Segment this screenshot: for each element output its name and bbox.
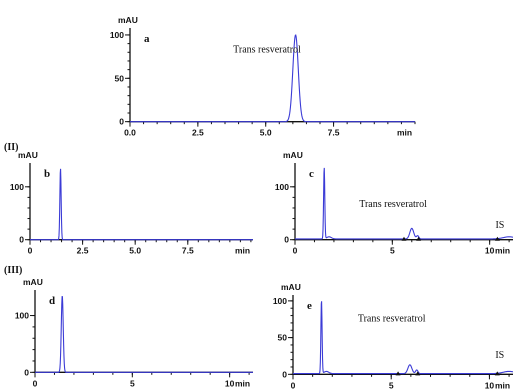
integration-marker: [494, 236, 500, 241]
x-tick-label: 2.5: [77, 246, 89, 256]
integration-marker: [494, 371, 500, 376]
chromatogram-trace: [30, 168, 253, 241]
y-unit-label: mAU: [283, 150, 303, 160]
y-tick-label: 100: [110, 30, 124, 40]
x-tick-label: 7.5: [182, 246, 194, 256]
y-tick-label: 0: [119, 117, 124, 127]
y-unit-label: mAU: [18, 150, 38, 160]
y-unit-label: mAU: [281, 282, 301, 292]
y-unit-label: mAU: [23, 277, 43, 287]
section-label-II: (II): [4, 142, 18, 153]
section-label-III: (III): [4, 265, 22, 276]
y-tick-label: 100: [15, 311, 29, 321]
panel-c: 0 100 0 5 10 mAU min c Trans resveratrol IS: [275, 150, 513, 256]
peak-annotation: IS: [495, 350, 504, 361]
x-tick-label: 5: [130, 378, 135, 388]
x-tick-label: 10: [485, 380, 495, 390]
x-tick-label: 0: [291, 380, 296, 390]
y-tick-label: 50: [115, 73, 125, 83]
x-tick-label: 5.0: [260, 128, 272, 138]
x-tick-label: 7.5: [328, 128, 340, 138]
integration-marker: [415, 371, 421, 376]
y-tick-label: 100: [10, 182, 24, 192]
y-tick-label: 50: [278, 333, 288, 343]
panel-b: 0 100 0 2.5 5.0 7.5 mAU min b: [10, 150, 253, 256]
panel-e: 0 50 100 0 5 10 mAU min e Trans resveratrol IS: [273, 282, 513, 390]
x-tick-label: 0: [28, 246, 33, 256]
x-tick-label: 10: [225, 378, 235, 388]
x-tick-label: 0.0: [124, 128, 136, 138]
x-unit-label: min: [495, 246, 510, 256]
panel-letter: d: [49, 295, 55, 307]
panel-letter: c: [309, 168, 314, 180]
x-tick-label: 5: [390, 246, 395, 256]
panel-letter: b: [44, 168, 50, 180]
panel-letter: e: [307, 300, 312, 312]
x-unit-label: min: [235, 378, 250, 388]
peak-annotation: Trans resveratrol: [233, 44, 301, 55]
x-tick-label: 2.5: [192, 128, 204, 138]
x-tick-label: 0: [33, 378, 38, 388]
x-tick-label: 10: [485, 246, 495, 256]
panel-a: 0 50 100 0.0 2.5 5.0 7.5 mAU min a Trans resveratr…: [110, 15, 416, 138]
y-tick-label: 0: [24, 367, 29, 377]
y-tick-label: 0: [19, 235, 24, 245]
x-unit-label: min: [235, 246, 250, 256]
y-tick-label: 0: [284, 235, 289, 245]
panel-d: 0 100 0 5 10 mAU min d: [15, 277, 253, 388]
integration-marker: [401, 236, 407, 241]
chromatogram-trace: [35, 296, 253, 373]
x-tick-label: 5: [389, 380, 394, 390]
chromatogram-trace: [130, 34, 415, 123]
chromatogram-trace: [293, 301, 513, 375]
y-tick-label: 0: [282, 369, 287, 379]
peak-annotation: IS: [495, 220, 504, 231]
panel-letter: a: [144, 33, 150, 45]
y-tick-label: 100: [273, 296, 287, 306]
y-unit-label: mAU: [118, 15, 138, 25]
y-tick-label: 100: [275, 182, 289, 192]
peak-annotation: Trans resveratrol: [358, 313, 426, 324]
x-tick-label: 0: [293, 246, 298, 256]
peak-annotation: Trans resveratrol: [359, 199, 427, 210]
integration-marker: [416, 236, 422, 241]
x-tick-label: 5.0: [129, 246, 141, 256]
x-unit-label: min: [495, 380, 510, 390]
x-unit-label: min: [397, 128, 412, 138]
integration-marker: [395, 371, 401, 376]
